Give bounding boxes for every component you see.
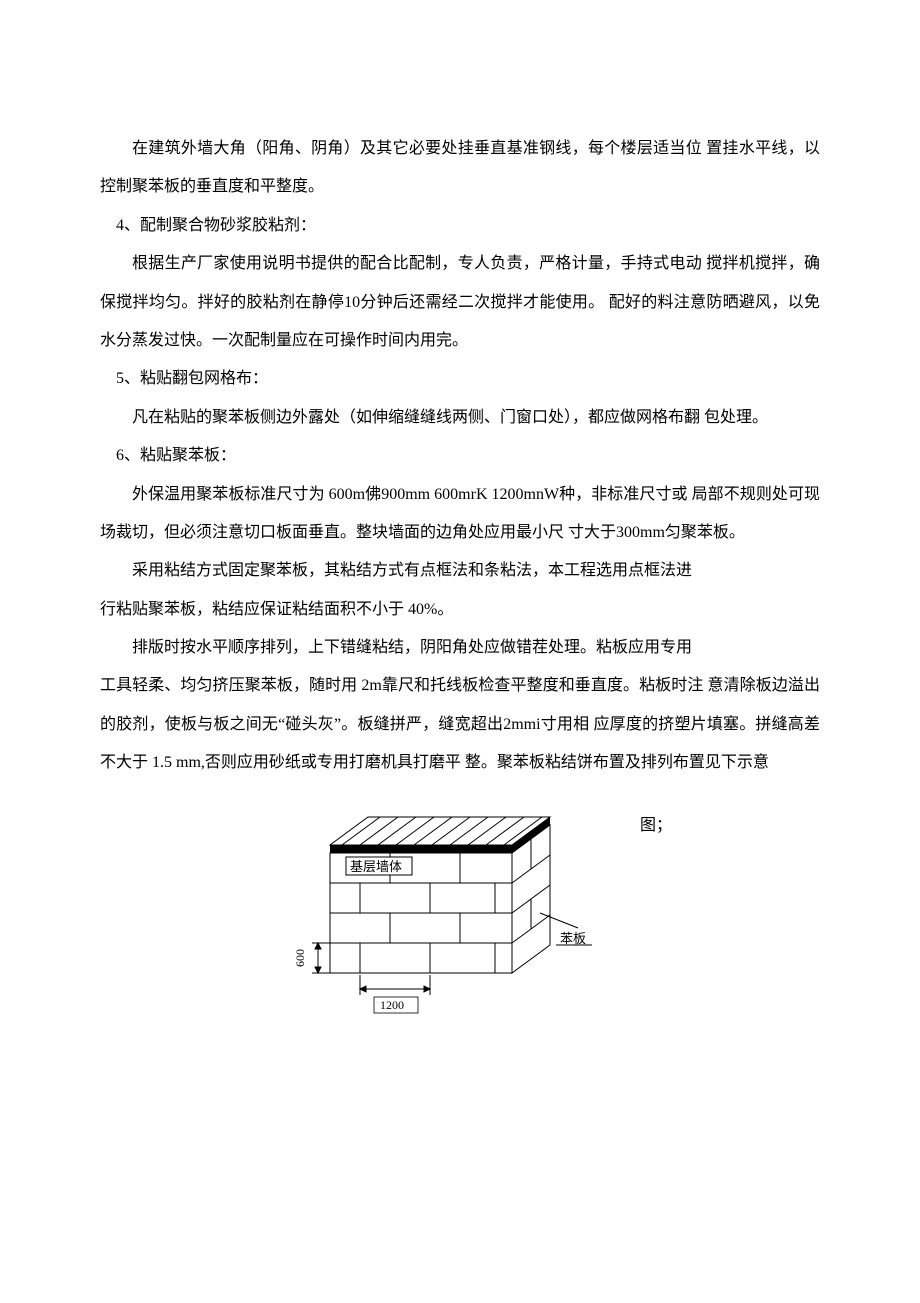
wall-top-hatch (330, 817, 550, 845)
board-label-text: 苯板 (560, 931, 586, 946)
width-dim-text: 1200 (380, 998, 404, 1012)
heading-6: 6、粘贴聚苯板： (100, 437, 820, 475)
wall-label-box: 基层墙体 (346, 857, 412, 875)
paragraph: 凡在粘贴的聚苯板侧边外露处（如伸缩缝缝线两侧、门窗口处），都应做网格布翻 包处理… (100, 399, 820, 437)
paragraph: 根据生产厂家使用说明书提供的配合比配制，专人负责，严格计量，手持式电动 搅拌机搅… (100, 245, 820, 360)
paragraph: 工具轻柔、均匀挤压聚苯板，随时用 2m靠尺和托线板检查平整度和垂直度。粘板时注 … (100, 667, 820, 782)
heading-5: 5、粘贴翻包网格布： (100, 360, 820, 398)
paragraph: 行粘贴聚苯板，粘结应保证粘结面积不小于 40%。 (100, 591, 820, 629)
diagram-caption: 图； (640, 811, 672, 835)
wall-diagram: 基层墙体 苯板 600 (260, 803, 600, 1033)
paragraph: 外保温用聚苯板标准尺寸为 600m佛900mm 600mrK 1200mnW种，… (100, 476, 820, 553)
paragraph: 采用粘结方式固定聚苯板，其粘结方式有点框法和条粘法，本工程选用点框法进 (100, 552, 820, 590)
wall-label-text: 基层墙体 (350, 859, 402, 874)
paragraph: 排版时按水平顺序排列，上下错缝粘结，阴阳角处应做错茬处理。粘板应用专用 (100, 629, 820, 667)
height-dimension: 600 (293, 943, 330, 973)
height-dim-text: 600 (293, 949, 307, 967)
document-page: 在建筑外墙大角（阳角、阴角）及其它必要处挂垂直基准钢线，每个楼层适当位 置挂水平… (0, 0, 920, 1098)
diagram-container: 图； (260, 803, 820, 1038)
width-dimension: 1200 (360, 975, 430, 1013)
paragraph: 在建筑外墙大角（阳角、阴角）及其它必要处挂垂直基准钢线，每个楼层适当位 置挂水平… (100, 130, 820, 207)
heading-4: 4、配制聚合物砂浆胶粘剂： (100, 207, 820, 245)
